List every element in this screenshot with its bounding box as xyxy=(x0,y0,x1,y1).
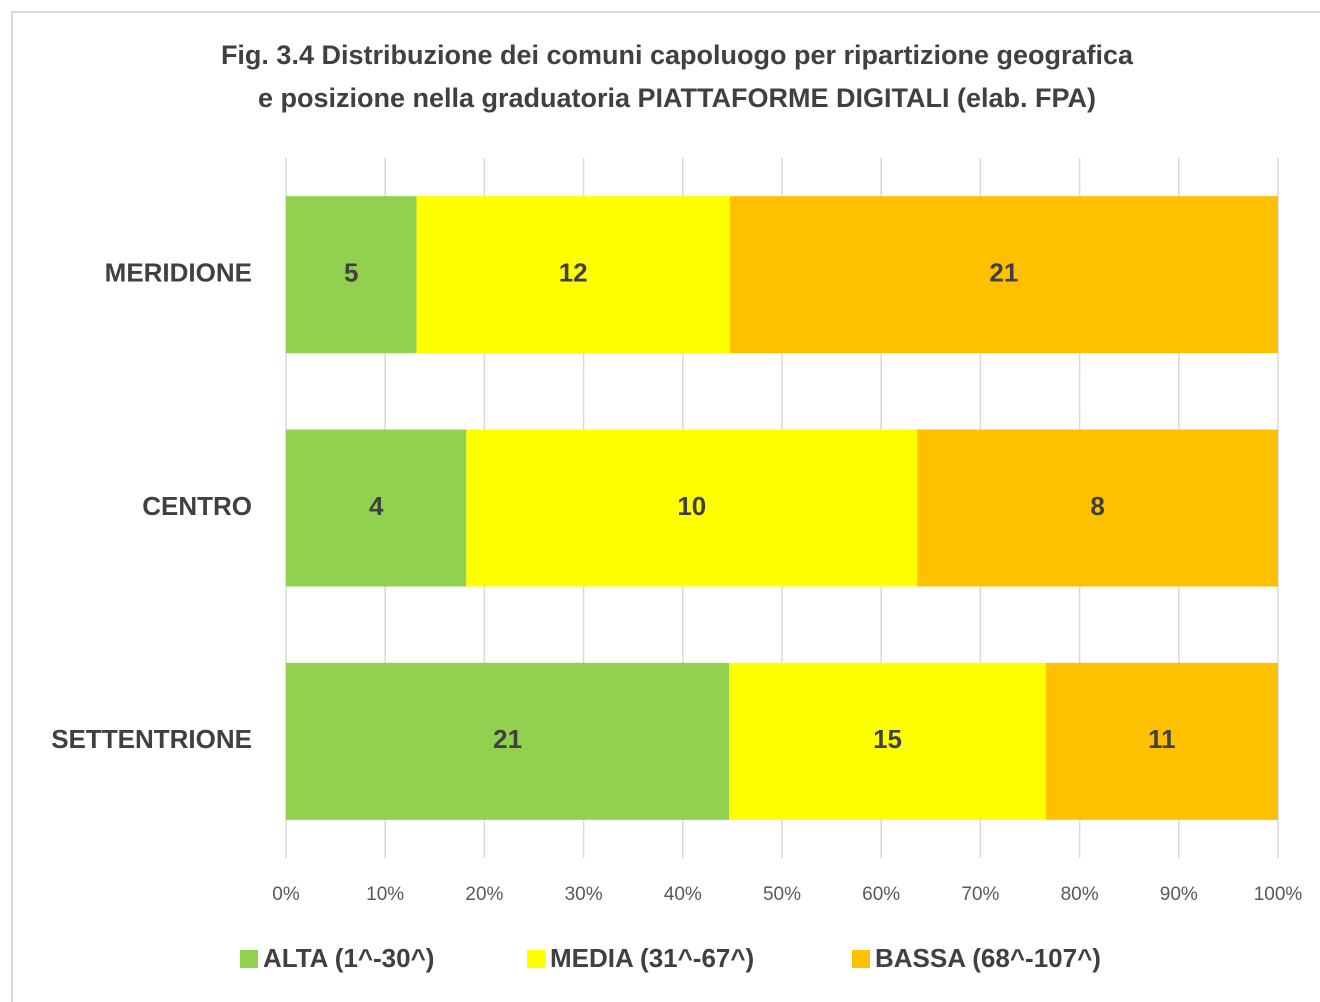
bar-segment xyxy=(917,429,1278,587)
bar-segment xyxy=(1045,662,1278,820)
x-tick-label: 0% xyxy=(272,884,300,905)
chart-title: e posizione nella graduatoria PIATTAFORM… xyxy=(258,83,1096,113)
bar-segment xyxy=(729,196,1278,354)
legend-swatch xyxy=(527,950,545,968)
x-tick-label: 50% xyxy=(763,884,801,905)
x-tick-label: 60% xyxy=(862,884,900,905)
bar-segment xyxy=(286,196,417,354)
data-label: 11 xyxy=(1148,724,1176,754)
y-tick-label: SETTENTRIONE xyxy=(51,724,252,754)
y-tick-label: MERIDIONE xyxy=(105,258,252,288)
bar-segment xyxy=(286,662,730,820)
data-label: 12 xyxy=(559,258,588,288)
x-tick-label: 10% xyxy=(366,884,404,905)
data-label: 15 xyxy=(873,724,902,754)
legend-label: ALTA (1^-30^) xyxy=(263,943,434,973)
x-tick-label: 40% xyxy=(664,884,702,905)
x-tick-label: 70% xyxy=(961,884,999,905)
data-label: 10 xyxy=(677,491,706,521)
legend-label: MEDIA (31^-67^) xyxy=(550,943,754,973)
bar-segment xyxy=(466,429,918,587)
legend-label: BASSA (68^-107^) xyxy=(875,943,1101,973)
y-tick-label: CENTRO xyxy=(142,491,252,521)
x-tick-label: 30% xyxy=(565,884,603,905)
bar-segment xyxy=(286,429,467,587)
x-tick-label: 90% xyxy=(1160,884,1198,905)
data-label: 5 xyxy=(344,258,358,288)
legend-swatch xyxy=(240,950,258,968)
data-label: 8 xyxy=(1090,491,1104,521)
x-tick-label: 20% xyxy=(465,884,503,905)
chart-title: Fig. 3.4 Distribuzione dei comuni capolu… xyxy=(221,40,1134,70)
data-label: 21 xyxy=(493,724,522,754)
data-label: 4 xyxy=(369,491,384,521)
bar-segment xyxy=(729,662,1046,820)
bar-segment xyxy=(416,196,730,354)
x-tick-label: 100% xyxy=(1254,884,1303,905)
x-tick-label: 80% xyxy=(1061,884,1099,905)
legend-swatch xyxy=(852,950,870,968)
data-label: 21 xyxy=(989,258,1018,288)
